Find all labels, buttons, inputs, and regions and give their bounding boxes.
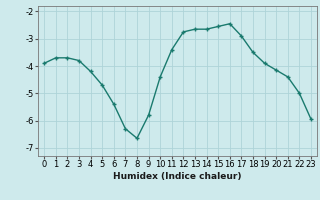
X-axis label: Humidex (Indice chaleur): Humidex (Indice chaleur) [113,172,242,181]
